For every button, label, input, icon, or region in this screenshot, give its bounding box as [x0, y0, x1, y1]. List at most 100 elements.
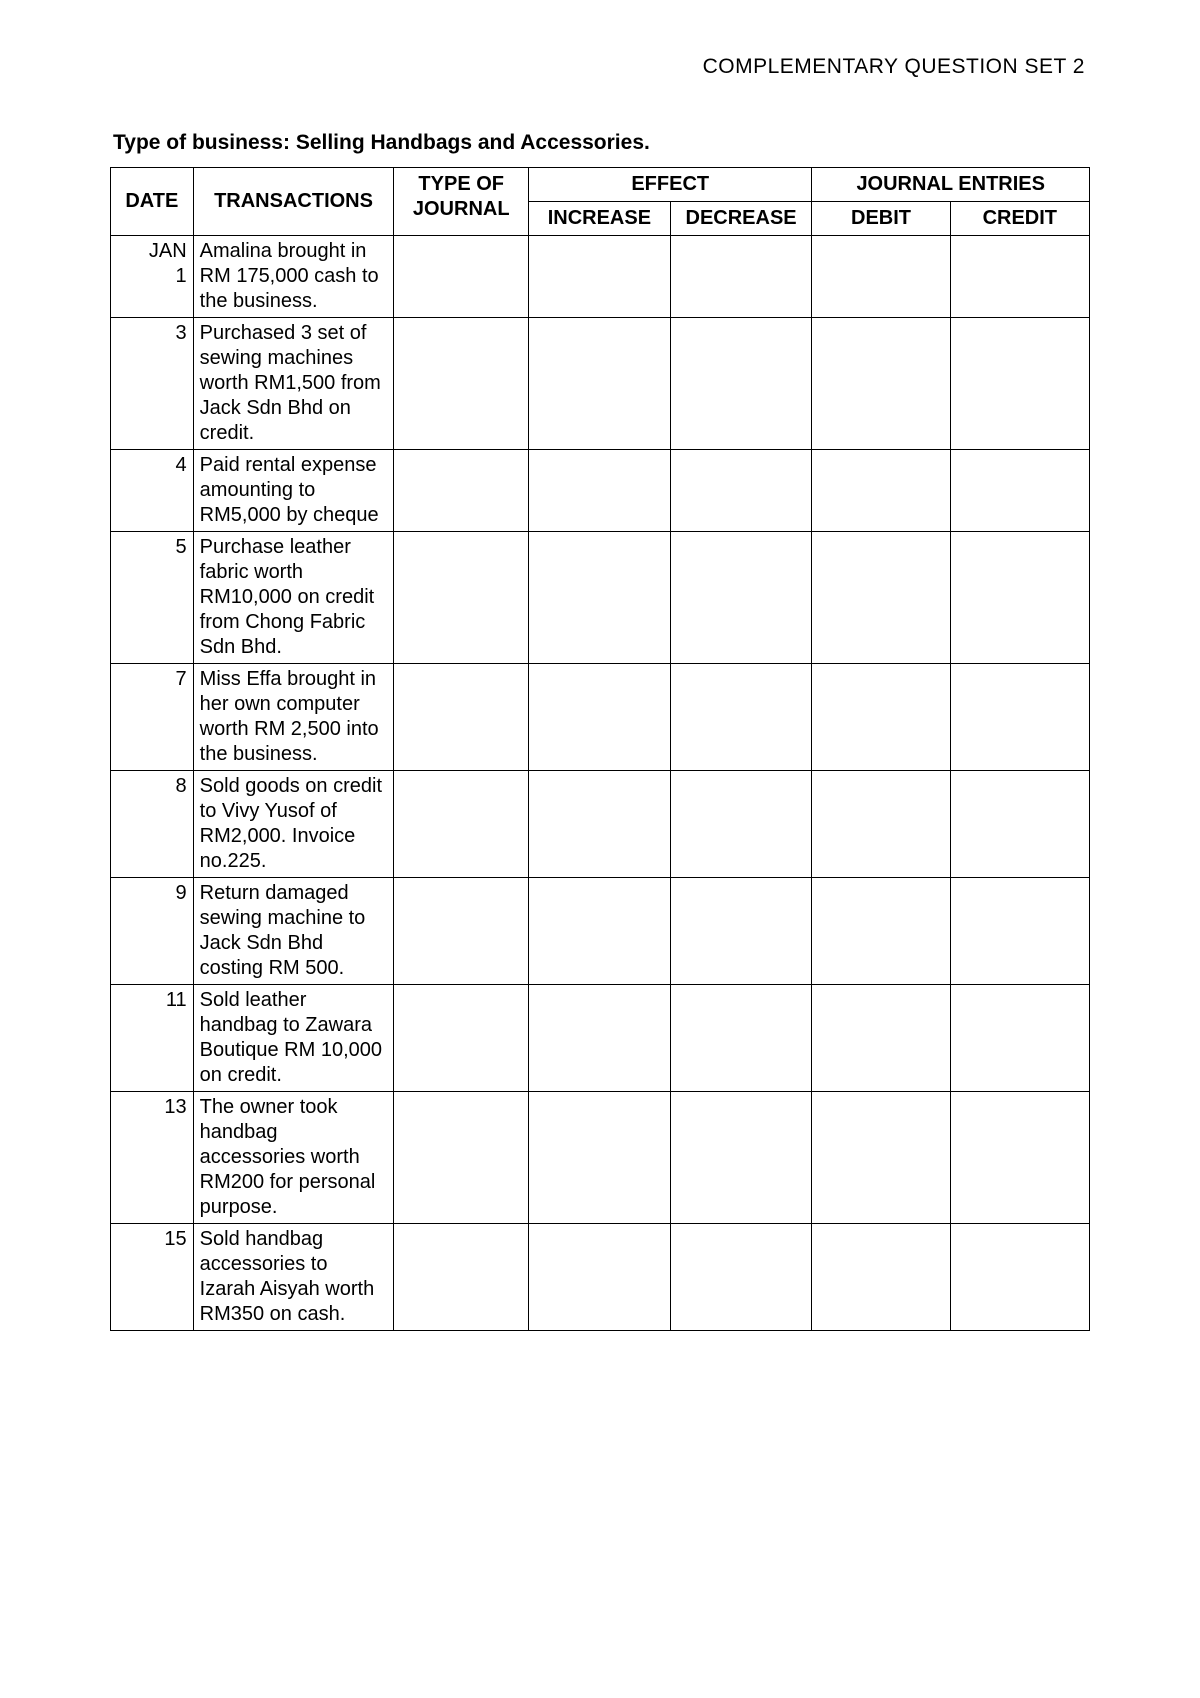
date-day: 4 [115, 453, 187, 478]
type-cell [394, 450, 529, 532]
decrease-cell [670, 1224, 812, 1331]
transaction-cell: Sold leather handbag to Zawara Boutique … [193, 985, 394, 1092]
table-row: 7Miss Effa brought in her own computer w… [111, 664, 1090, 771]
date-day: 11 [115, 988, 187, 1013]
business-type-line: Type of business: Selling Handbags and A… [113, 131, 1090, 155]
table-row: 5Purchase leather fabric worth RM10,000 … [111, 532, 1090, 664]
type-cell [394, 1092, 529, 1224]
decrease-cell [670, 985, 812, 1092]
journal-table: DATE TRANSACTIONS TYPE OF JOURNAL EFFECT… [110, 167, 1090, 1331]
decrease-cell [670, 771, 812, 878]
business-type-value: Selling Handbags and Accessories. [296, 131, 650, 154]
col-header-date: DATE [111, 168, 194, 236]
credit-cell [950, 878, 1089, 985]
type-cell [394, 664, 529, 771]
credit-cell [950, 1092, 1089, 1224]
date-cell: 15 [111, 1224, 194, 1331]
table-row: 13The owner took handbag accessories wor… [111, 1092, 1090, 1224]
increase-cell [529, 532, 671, 664]
date-month: JAN [115, 239, 187, 264]
debit-cell [812, 318, 950, 450]
increase-cell [529, 318, 671, 450]
table-row: 11Sold leather handbag to Zawara Boutiqu… [111, 985, 1090, 1092]
credit-cell [950, 236, 1089, 318]
increase-cell [529, 985, 671, 1092]
type-cell [394, 1224, 529, 1331]
type-cell [394, 878, 529, 985]
date-cell: 11 [111, 985, 194, 1092]
date-day: 1 [115, 264, 187, 289]
table-header: DATE TRANSACTIONS TYPE OF JOURNAL EFFECT… [111, 168, 1090, 236]
increase-cell [529, 878, 671, 985]
date-cell: 5 [111, 532, 194, 664]
table-row: JAN1Amalina brought in RM 175,000 cash t… [111, 236, 1090, 318]
document-page: COMPLEMENTARY QUESTION SET 2 Type of bus… [0, 0, 1200, 1698]
col-header-journal-entries: JOURNAL ENTRIES [812, 168, 1090, 202]
transaction-cell: Sold goods on credit to Vivy Yusof of RM… [193, 771, 394, 878]
transaction-cell: Purchased 3 set of sewing machines worth… [193, 318, 394, 450]
debit-cell [812, 664, 950, 771]
debit-cell [812, 1092, 950, 1224]
increase-cell [529, 1092, 671, 1224]
date-cell: 7 [111, 664, 194, 771]
decrease-cell [670, 236, 812, 318]
date-day: 15 [115, 1227, 187, 1252]
date-day: 3 [115, 321, 187, 346]
date-cell: 3 [111, 318, 194, 450]
transaction-cell: Paid rental expense amounting to RM5,000… [193, 450, 394, 532]
credit-cell [950, 532, 1089, 664]
col-header-credit: CREDIT [950, 202, 1089, 236]
decrease-cell [670, 318, 812, 450]
debit-cell [812, 985, 950, 1092]
transaction-cell: Sold handbag accessories to Izarah Aisya… [193, 1224, 394, 1331]
date-cell: JAN1 [111, 236, 194, 318]
col-header-type-of-journal: TYPE OF JOURNAL [394, 168, 529, 236]
decrease-cell [670, 878, 812, 985]
date-day: 13 [115, 1095, 187, 1120]
credit-cell [950, 318, 1089, 450]
decrease-cell [670, 664, 812, 771]
col-header-transactions: TRANSACTIONS [193, 168, 394, 236]
page-header-title: COMPLEMENTARY QUESTION SET 2 [110, 55, 1085, 79]
date-day: 9 [115, 881, 187, 906]
table-row: 3Purchased 3 set of sewing machines wort… [111, 318, 1090, 450]
credit-cell [950, 1224, 1089, 1331]
transaction-cell: Miss Effa brought in her own computer wo… [193, 664, 394, 771]
date-day: 5 [115, 535, 187, 560]
debit-cell [812, 878, 950, 985]
credit-cell [950, 985, 1089, 1092]
transaction-cell: Amalina brought in RM 175,000 cash to th… [193, 236, 394, 318]
date-day: 8 [115, 774, 187, 799]
credit-cell [950, 450, 1089, 532]
increase-cell [529, 1224, 671, 1331]
increase-cell [529, 236, 671, 318]
debit-cell [812, 450, 950, 532]
debit-cell [812, 236, 950, 318]
debit-cell [812, 1224, 950, 1331]
increase-cell [529, 664, 671, 771]
debit-cell [812, 532, 950, 664]
header-row-1: DATE TRANSACTIONS TYPE OF JOURNAL EFFECT… [111, 168, 1090, 202]
decrease-cell [670, 450, 812, 532]
type-cell [394, 532, 529, 664]
transaction-cell: The owner took handbag accessories worth… [193, 1092, 394, 1224]
decrease-cell [670, 1092, 812, 1224]
table-body: JAN1Amalina brought in RM 175,000 cash t… [111, 236, 1090, 1331]
type-cell [394, 985, 529, 1092]
col-header-increase: INCREASE [529, 202, 671, 236]
transaction-cell: Return damaged sewing machine to Jack Sd… [193, 878, 394, 985]
date-cell: 8 [111, 771, 194, 878]
col-header-decrease: DECREASE [670, 202, 812, 236]
transaction-cell: Purchase leather fabric worth RM10,000 o… [193, 532, 394, 664]
date-cell: 4 [111, 450, 194, 532]
credit-cell [950, 664, 1089, 771]
date-day: 7 [115, 667, 187, 692]
debit-cell [812, 771, 950, 878]
type-cell [394, 236, 529, 318]
col-header-debit: DEBIT [812, 202, 950, 236]
col-header-effect: EFFECT [529, 168, 812, 202]
type-cell [394, 318, 529, 450]
table-row: 15Sold handbag accessories to Izarah Ais… [111, 1224, 1090, 1331]
increase-cell [529, 771, 671, 878]
decrease-cell [670, 532, 812, 664]
